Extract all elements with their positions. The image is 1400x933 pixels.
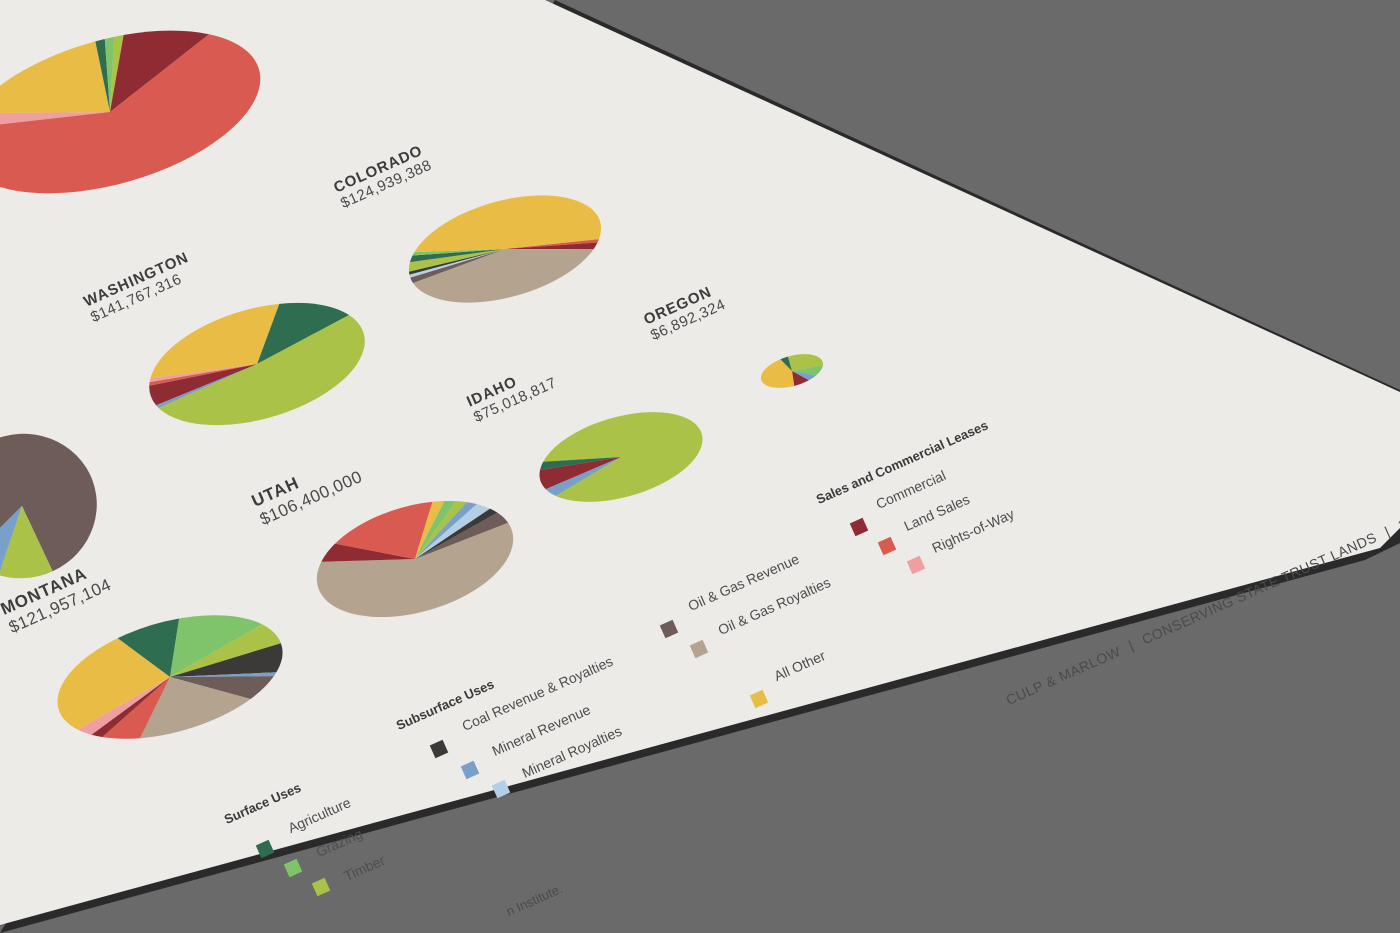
pie-slice-agriculture [117, 618, 180, 677]
pie-slice-commercial [792, 371, 809, 386]
pie-chart-oregon [761, 354, 823, 388]
pie-slice-commercial [149, 364, 257, 406]
pie-slice-grazing [415, 500, 456, 559]
pie-slice-grazing [104, 36, 115, 112]
pie-slice-agriculture [780, 356, 792, 371]
pie-slice-coal-revenue-royalties [408, 249, 505, 275]
pie-slice-oil-gas-revenue [415, 512, 509, 559]
pie-slice-rights-of-way [77, 677, 170, 735]
pie-slice-all-other [150, 303, 280, 379]
pie-slice-mineral-revenue [792, 371, 817, 381]
pie-slice-timber [415, 501, 467, 559]
pie-slice-timber [158, 315, 365, 426]
pie-slice-coal-revenue-royalties [415, 508, 498, 559]
pie-slice-commercial [321, 543, 415, 562]
pie-slice-mineral-royalties [409, 249, 505, 278]
pie-chart-washington [149, 302, 365, 426]
pie-slice-commercial [91, 677, 170, 738]
pie-chart-partial-7 [0, 433, 97, 579]
pie-slice-coal-revenue-royalties [170, 643, 283, 677]
pie-slice-land-sales [0, 34, 261, 194]
pie-slice-timber [787, 354, 823, 371]
pie-slice-grazing [170, 615, 263, 677]
pie-slice-oil-gas-revenue [170, 676, 274, 699]
pie-slice-mineral-revenue [415, 502, 477, 559]
pie-slice-timber [110, 35, 124, 112]
pie-slice-oil-gas-revenue [410, 249, 505, 284]
pie-slice-timber [0, 506, 53, 579]
pie-slice-mineral-revenue [170, 672, 277, 677]
pie-slice-land-sales [335, 501, 433, 559]
pie-slice-grazing [792, 365, 823, 376]
pie-slice-timber [170, 624, 281, 677]
pie-chart-colorado [408, 195, 602, 303]
footer-separator: | [1126, 637, 1137, 654]
pie-slice-oil-gas-royalties [316, 522, 514, 618]
pie-slice-mineral-revenue [545, 457, 621, 496]
pie-slice-agriculture [95, 38, 110, 112]
pie-slice-land-sales [149, 364, 257, 386]
pie-slice-oil-gas-royalties [412, 249, 594, 303]
pie-slice-timber [408, 249, 505, 272]
pie-slice-commercial [539, 457, 621, 490]
pie-slice-agriculture [257, 302, 350, 364]
pie-slice-oil-gas-revenue [0, 433, 97, 572]
footer-separator: | [1382, 523, 1393, 540]
pie-slice-all-other [414, 195, 602, 253]
pie-slice-land-sales [102, 677, 170, 739]
pie-slice-mineral-royalties [415, 504, 491, 559]
pie-slice-commercial [110, 30, 210, 112]
pie-slice-timber [543, 412, 703, 502]
pie-chart-partial-0 [0, 30, 261, 194]
pie-charts [0, 30, 823, 739]
pie-chart-idaho [539, 412, 703, 502]
pie-slice-all-other [57, 638, 170, 730]
pie-chart-utah [316, 500, 514, 618]
pie-slice-rights-of-way [149, 364, 257, 383]
pie-slice-commercial [505, 242, 598, 250]
pie-slice-mineral-revenue [156, 364, 257, 408]
pie-chart-montana [57, 615, 283, 739]
pie-slice-all-other [761, 359, 795, 388]
pie-slice-oil-gas-royalties [140, 677, 251, 739]
pie-slice-mineral-revenue [0, 506, 22, 576]
pie-slice-all-other [0, 41, 110, 114]
